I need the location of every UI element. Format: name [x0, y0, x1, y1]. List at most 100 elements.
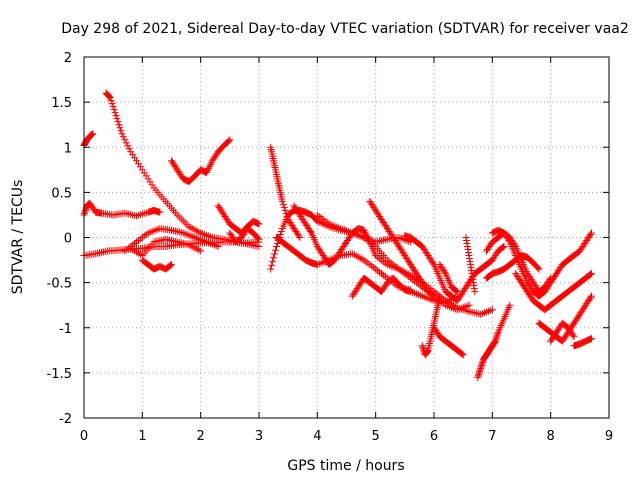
series-arc-19 — [418, 292, 444, 359]
series-arc-22 — [462, 234, 479, 296]
y-tick-label: -1 — [59, 322, 72, 337]
data-point — [146, 178, 154, 186]
y-tick-label: -2 — [59, 412, 72, 427]
y-tick-label: 1 — [64, 141, 72, 156]
y-tick-label: 0 — [64, 232, 72, 247]
data-point — [142, 172, 150, 180]
series-arc-9 — [214, 202, 263, 237]
data-point — [127, 148, 135, 156]
data-point — [499, 243, 507, 251]
y-tick-label: 2 — [64, 51, 72, 66]
data-point — [119, 133, 127, 141]
data-point — [226, 136, 234, 144]
data-point — [378, 270, 385, 278]
data-point — [280, 203, 288, 211]
data-point — [140, 169, 148, 177]
data-point — [272, 246, 280, 254]
data-point — [587, 230, 595, 238]
series-arc-29 — [547, 319, 578, 345]
data-point — [225, 137, 233, 145]
data-point — [117, 127, 125, 135]
data-point — [131, 240, 139, 248]
data-point — [255, 220, 263, 228]
data-point — [136, 235, 144, 243]
data-point — [269, 258, 277, 266]
data-point — [148, 181, 156, 189]
data-point — [136, 163, 144, 171]
data-point — [129, 151, 137, 159]
data-point — [534, 264, 542, 272]
data-points — [80, 89, 595, 381]
data-point — [436, 292, 444, 300]
data-point — [295, 232, 303, 240]
data-point — [429, 259, 437, 267]
data-point — [281, 206, 289, 214]
y-tick-label: -1.5 — [47, 367, 72, 382]
data-point — [133, 212, 140, 220]
data-point — [459, 351, 467, 359]
series-arc-27 — [512, 270, 595, 314]
data-point — [452, 287, 460, 295]
series-arc-26 — [488, 226, 595, 300]
x-tick-label: 3 — [255, 429, 263, 444]
data-point — [376, 255, 384, 263]
data-point — [112, 112, 120, 120]
data-point — [214, 243, 222, 251]
series-arc-5 — [121, 224, 222, 255]
series-arc-28 — [535, 292, 595, 345]
data-point — [270, 254, 278, 262]
data-point — [506, 301, 514, 309]
series-arc-3 — [80, 199, 164, 220]
data-point — [138, 210, 146, 218]
data-point — [268, 261, 276, 269]
data-point — [471, 288, 479, 296]
data-point — [588, 229, 595, 237]
data-point — [569, 331, 577, 339]
data-point — [374, 267, 382, 275]
chart-title: Day 298 of 2021, Sidereal Day-to-day VTE… — [61, 21, 629, 37]
data-point — [267, 265, 275, 273]
data-point — [296, 234, 304, 241]
data-point — [511, 241, 519, 249]
data-point — [105, 92, 113, 100]
data-point — [131, 154, 139, 162]
series-arc-23 — [474, 301, 514, 381]
y-axis-title: SDTVAR / TECUs — [10, 180, 26, 295]
y-tick-label: 0.5 — [51, 186, 72, 201]
data-point — [307, 227, 315, 235]
data-point — [366, 261, 374, 269]
data-point — [587, 270, 595, 278]
series-arc-8 — [168, 136, 234, 186]
data-point — [254, 234, 262, 242]
y-tick-label: 1.5 — [51, 96, 72, 111]
data-point — [122, 139, 130, 147]
data-point — [124, 142, 132, 150]
data-point — [441, 268, 449, 276]
data-point — [106, 94, 114, 102]
series-arc-6 — [127, 235, 205, 260]
data-point — [113, 115, 121, 123]
data-point — [279, 200, 287, 208]
x-axis: 0 1 2 3 4 5 6 7 8 9 — [80, 57, 613, 444]
data-point — [134, 211, 142, 219]
data-point — [138, 234, 146, 241]
series-arc-1 — [80, 130, 97, 149]
data-point — [455, 304, 463, 312]
data-point — [140, 232, 148, 240]
data-point — [125, 145, 133, 153]
data-point — [453, 288, 461, 296]
data-point — [144, 175, 152, 183]
series-arc-18 — [401, 232, 508, 305]
data-point — [588, 270, 595, 278]
data-point — [588, 335, 595, 343]
series-arc-10 — [226, 224, 263, 246]
y-axis: -2 -1.5 -1 -0.5 0 0.5 1 1.5 2 — [47, 51, 609, 427]
data-point — [133, 157, 140, 165]
data-point — [535, 265, 543, 273]
data-point — [500, 243, 508, 251]
data-point — [429, 291, 437, 299]
data-point — [372, 265, 380, 273]
data-point — [255, 235, 263, 243]
series-arc-20 — [430, 324, 467, 359]
